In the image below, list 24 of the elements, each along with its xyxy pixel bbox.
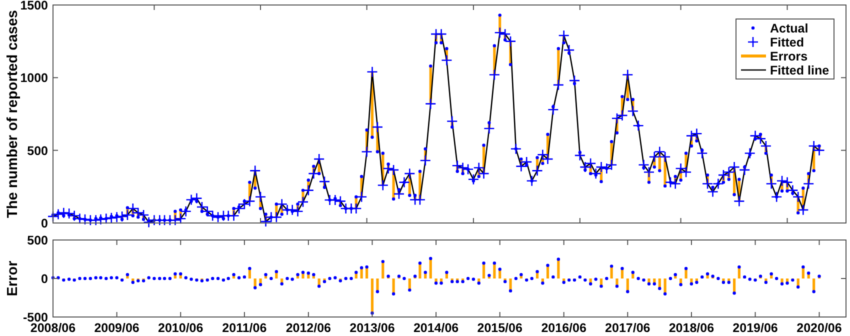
y-tick-label: 0 <box>41 272 48 286</box>
x-tick-label: 2018/06 <box>668 321 714 335</box>
x-tick-label: 2012/06 <box>286 321 332 335</box>
x-tick-label: 2010/06 <box>158 321 204 335</box>
legend-label: Fitted <box>770 36 804 50</box>
legend-label: Fitted line <box>770 64 830 78</box>
y-tick-label: 500 <box>27 234 48 248</box>
x-tick-label: 2017/06 <box>605 321 650 335</box>
y-tick-label: 1000 <box>20 71 48 86</box>
x-tick-label: 2020/06 <box>796 321 842 335</box>
legend-label: Actual <box>770 22 808 36</box>
x-tick-label: 2011/06 <box>222 321 267 335</box>
legend-label: Errors <box>770 50 808 64</box>
y-axis-title: Error <box>5 260 21 296</box>
y-tick-label: 0 <box>41 216 48 230</box>
y-axis-title: The number of reported cases <box>5 10 21 218</box>
x-tick-label: 2014/06 <box>413 321 459 335</box>
x-tick-label: 2016/06 <box>541 321 586 335</box>
x-tick-label: 2019/06 <box>732 321 778 335</box>
y-tick-label: 500 <box>27 144 48 158</box>
x-tick-label: 2013/06 <box>350 321 395 335</box>
x-tick-label: 2009/06 <box>94 321 140 335</box>
x-tick-label: 2015/06 <box>477 321 522 335</box>
y-tick-label: 1500 <box>20 0 48 12</box>
